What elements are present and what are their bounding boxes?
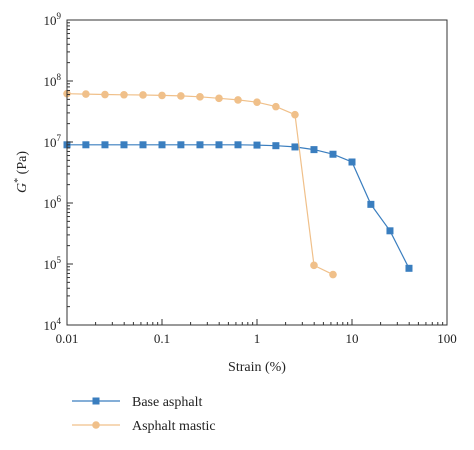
y-tick-exponent: 5 [57,255,62,265]
data-point [139,91,147,99]
y-axis-title-unit: (Pa) [15,151,30,178]
y-tick-base: 10 [44,257,57,272]
data-point [291,143,299,151]
y-tick-label: 108 [44,72,62,89]
data-point [82,141,90,149]
data-point [120,141,128,149]
legend-marker [92,421,100,429]
legend-marker [92,397,100,405]
data-point [329,270,337,279]
data-point [272,142,280,150]
data-point [177,141,185,149]
data-point [196,141,204,149]
data-point [234,96,242,104]
data-point [120,90,128,99]
data-point [348,158,356,166]
series-line [67,144,410,269]
data-point [101,141,109,149]
y-axis-title-symbol: G [15,183,30,193]
data-point [234,141,242,149]
x-tick-label: 0.01 [56,331,79,346]
y-tick-base: 10 [44,74,57,89]
data-point [329,150,337,158]
legend: Base asphalt Asphalt mastic [72,395,216,434]
plot-area [63,89,413,279]
y-tick-base: 10 [44,135,57,150]
data-point [310,146,318,154]
x-tick-label: 0.1 [154,331,170,346]
data-point [310,261,318,270]
axes [66,19,448,326]
y-axis-title: G* (Pa) [13,151,30,193]
data-point [272,102,280,111]
data-point [158,91,166,100]
plot-frame [66,19,448,326]
data-point [253,98,261,106]
x-tick-label: 100 [437,331,457,346]
x-axis-ticks: 0.01 0.1 1 10 100 [56,319,457,346]
y-tick-exponent: 7 [57,133,62,143]
data-point [386,227,394,235]
data-point [177,92,185,100]
series-line [66,93,334,276]
legend-label: Base asphalt [132,395,202,410]
y-tick-label: 106 [44,194,62,211]
data-point [101,90,109,99]
data-point [139,141,147,149]
data-point [196,93,204,101]
y-tick-label: 107 [44,133,62,150]
data-point [367,200,375,208]
y-tick-exponent: 6 [57,194,62,204]
data-point [82,90,90,98]
data-point [253,141,261,149]
data-point [291,110,299,119]
y-tick-exponent: 8 [57,72,62,82]
data-point [405,264,413,272]
data-point [215,141,223,149]
y-tick-exponent: 4 [57,316,62,326]
data-point [158,141,166,149]
y-tick-exponent: 9 [57,11,62,21]
series-2 [63,89,337,279]
series-1 [63,141,413,272]
data-point [215,94,223,103]
y-tick-base: 10 [44,13,57,28]
y-axis-title-superscript: * [13,178,24,183]
x-tick-label: 1 [254,331,261,346]
legend-label: Asphalt mastic [132,419,216,434]
x-tick-label: 10 [346,331,359,346]
y-tick-base: 10 [44,318,57,333]
y-tick-label: 105 [44,255,62,272]
y-tick-label: 104 [44,316,62,333]
y-tick-label: 109 [44,11,62,28]
x-axis-title: Strain (%) [228,360,286,375]
y-tick-base: 10 [44,196,57,211]
